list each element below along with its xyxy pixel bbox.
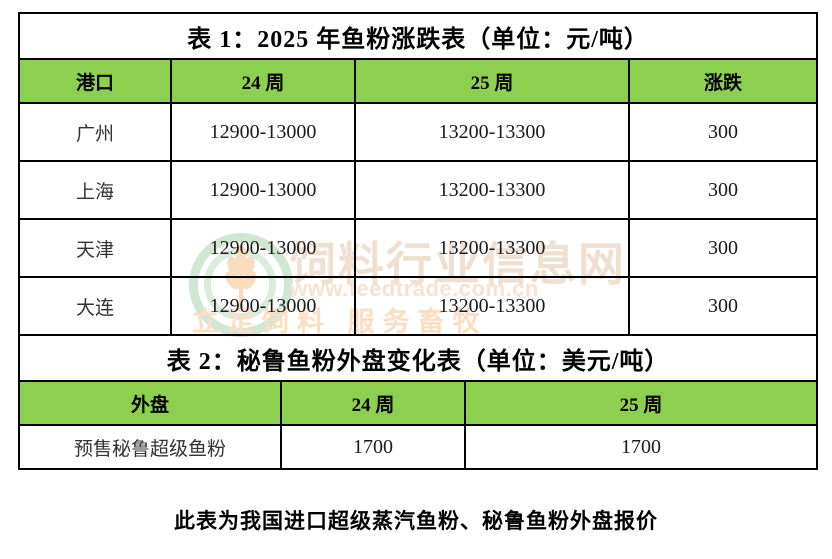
table1-header-row: 港口 24 周 25 周 涨跌 — [18, 58, 819, 104]
column-header-port: 港口 — [18, 58, 172, 104]
footer-note: 此表为我国进口超级蒸汽鱼粉、秘鲁鱼粉外盘报价 — [174, 509, 658, 533]
cell-port: 广州 — [18, 102, 172, 162]
table2-title-row: 表 2：秘鲁鱼粉外盘变化表（单位：美元/吨） — [17, 334, 819, 382]
column-header-t2-week25: 25 周 — [463, 380, 819, 426]
cell-product-name: 预售秘鲁超级鱼粉 — [18, 424, 282, 470]
column-header-week25: 25 周 — [354, 58, 630, 104]
cell-week24: 12900-13000 — [170, 160, 356, 220]
table2-header-row: 外盘 24 周 25 周 — [18, 380, 819, 426]
cell-t2-week25: 1700 — [463, 424, 819, 470]
cell-week25: 13200-13300 — [354, 102, 630, 162]
cell-week25: 13200-13300 — [354, 218, 630, 278]
price-tables-sheet: 表 1：2025 年鱼粉涨跌表（单位：元/吨） 港口 24 周 25 周 涨跌 … — [17, 12, 819, 470]
column-header-foreign-offer: 外盘 — [18, 380, 282, 426]
column-header-week24: 24 周 — [170, 58, 356, 104]
table-row: 大连 12900-13000 13200-13300 300 — [18, 276, 819, 336]
table-row: 天津 12900-13000 13200-13300 300 — [18, 218, 819, 278]
cell-week24: 12900-13000 — [170, 102, 356, 162]
cell-change: 300 — [627, 218, 819, 278]
fishmeal-price-tables: 表 1：2025 年鱼粉涨跌表（单位：元/吨） 港口 24 周 25 周 涨跌 … — [17, 12, 819, 470]
table1-title-row: 表 1：2025 年鱼粉涨跌表（单位：元/吨） — [17, 12, 819, 60]
cell-port: 天津 — [18, 218, 172, 278]
cell-port: 大连 — [18, 276, 172, 336]
cell-change: 300 — [627, 160, 819, 220]
cell-week24: 12900-13000 — [170, 276, 356, 336]
table1-title: 表 1：2025 年鱼粉涨跌表（单位：元/吨） — [17, 12, 819, 60]
column-header-t2-week24: 24 周 — [280, 380, 466, 426]
cell-week25: 13200-13300 — [354, 276, 630, 336]
table-row: 上海 12900-13000 13200-13300 300 — [18, 160, 819, 220]
cell-port: 上海 — [18, 160, 172, 220]
column-header-change: 涨跌 — [627, 58, 819, 104]
cell-week25: 13200-13300 — [354, 160, 630, 220]
table-row: 广州 12900-13000 13200-13300 300 — [18, 102, 819, 162]
cell-change: 300 — [627, 102, 819, 162]
cell-change: 300 — [627, 276, 819, 336]
cell-t2-week24: 1700 — [280, 424, 466, 470]
table-row: 预售秘鲁超级鱼粉 1700 1700 — [18, 424, 819, 470]
cell-week24: 12900-13000 — [170, 218, 356, 278]
table2-title: 表 2：秘鲁鱼粉外盘变化表（单位：美元/吨） — [17, 334, 819, 382]
